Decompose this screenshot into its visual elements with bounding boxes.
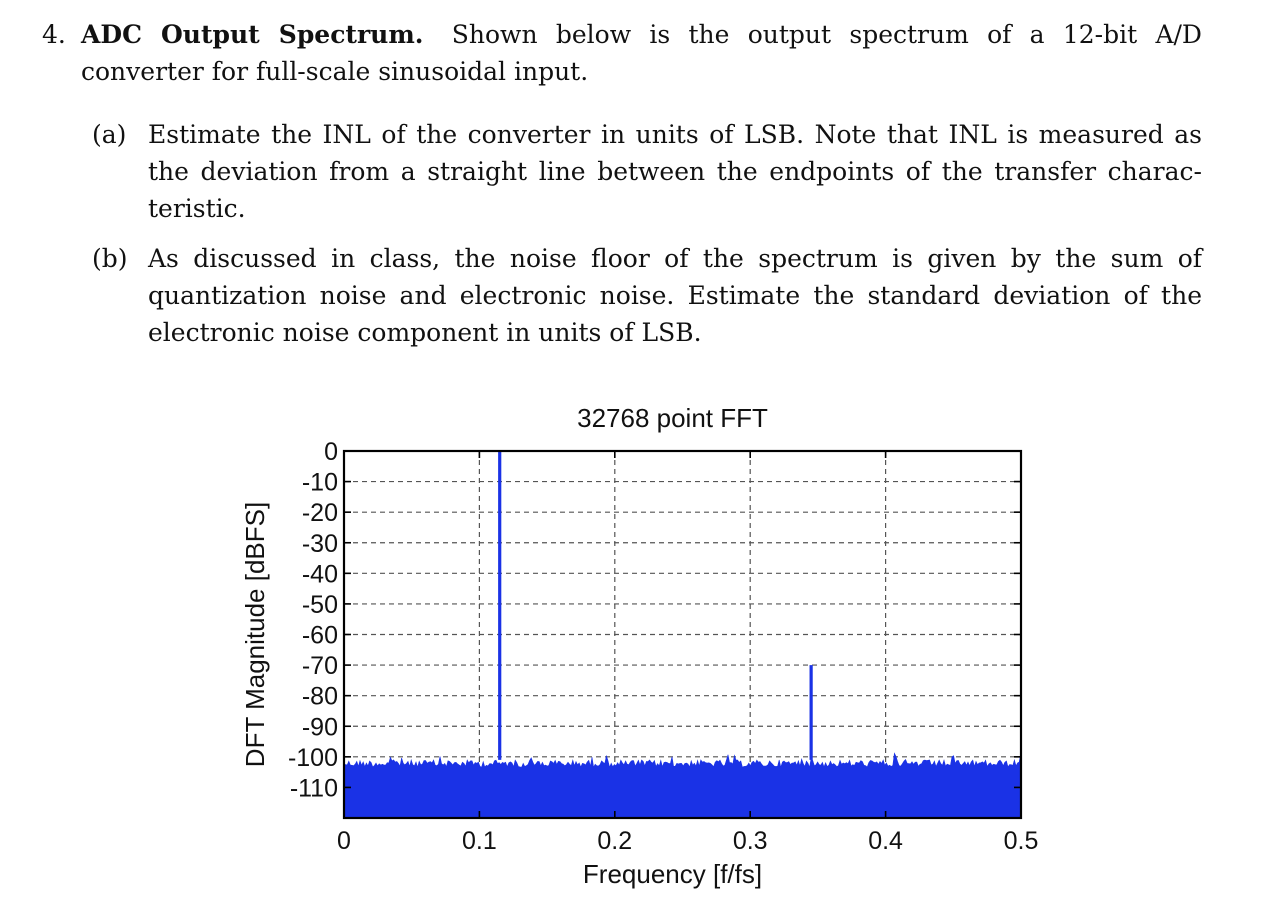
y-tick-label: -30 — [302, 530, 338, 558]
y-tick-label: -90 — [302, 713, 338, 741]
x-tick-label: 0 — [337, 827, 351, 855]
part-b: (b) As discussed in class, the noise flo… — [92, 240, 1202, 351]
x-tick-label: 0.1 — [462, 827, 497, 855]
y-axis-label: DFT Magnitude [dBFS] — [240, 502, 270, 767]
y-tick-label: -50 — [302, 591, 338, 619]
x-tick-label: 0.4 — [868, 827, 903, 855]
y-tick-label: -80 — [302, 683, 338, 711]
problem-title: ADC Output Spectrum. — [81, 20, 424, 49]
y-tick-label: -20 — [302, 499, 338, 527]
part-a-label: (a) — [92, 120, 127, 149]
noise-floor — [343, 752, 1022, 819]
part-b-text: As discussed in class, the noise floor o… — [148, 244, 1202, 347]
x-tick-label: 0.3 — [733, 827, 768, 855]
part-a-text: Estimate the INL of the converter in uni… — [148, 120, 1202, 223]
problem-number: 4. — [42, 20, 66, 49]
x-tick-label: 0.5 — [1004, 827, 1039, 855]
y-tick-label: -40 — [302, 560, 338, 588]
y-tick-label: -110 — [290, 774, 338, 802]
x-axis-label: Frequency [f/fs] — [583, 859, 762, 889]
y-tick-label: -100 — [288, 744, 338, 772]
y-tick-label: -60 — [302, 622, 338, 650]
problem-statement: 4. ADC Output Spectrum. Shown below is t… — [42, 16, 1202, 90]
fft-figure: 0 -10 -20 -30 -40 -50 -60 -70 -80 -90 -100 -110 0 0.1… — [230, 396, 1060, 896]
chart-title: 32768 point FFT — [577, 403, 768, 433]
y-tick-label: -70 — [302, 652, 338, 680]
problem-intro: Shown below is the output spectrum of a … — [81, 20, 1202, 86]
x-tick-label: 0.2 — [597, 827, 632, 855]
part-a: (a) Estimate the INL of the converter in… — [92, 116, 1202, 227]
y-tick-label: 0 — [324, 438, 338, 466]
part-b-label: (b) — [92, 244, 128, 273]
fft-chart: 0 -10-20 -30-40 -50 -60-70 -80-90 -100-110 0 0.1… — [240, 403, 1039, 889]
y-tick-label: -10 — [302, 469, 338, 497]
problem-body: ADC Output Spectrum. Shown below is the … — [81, 16, 1202, 90]
